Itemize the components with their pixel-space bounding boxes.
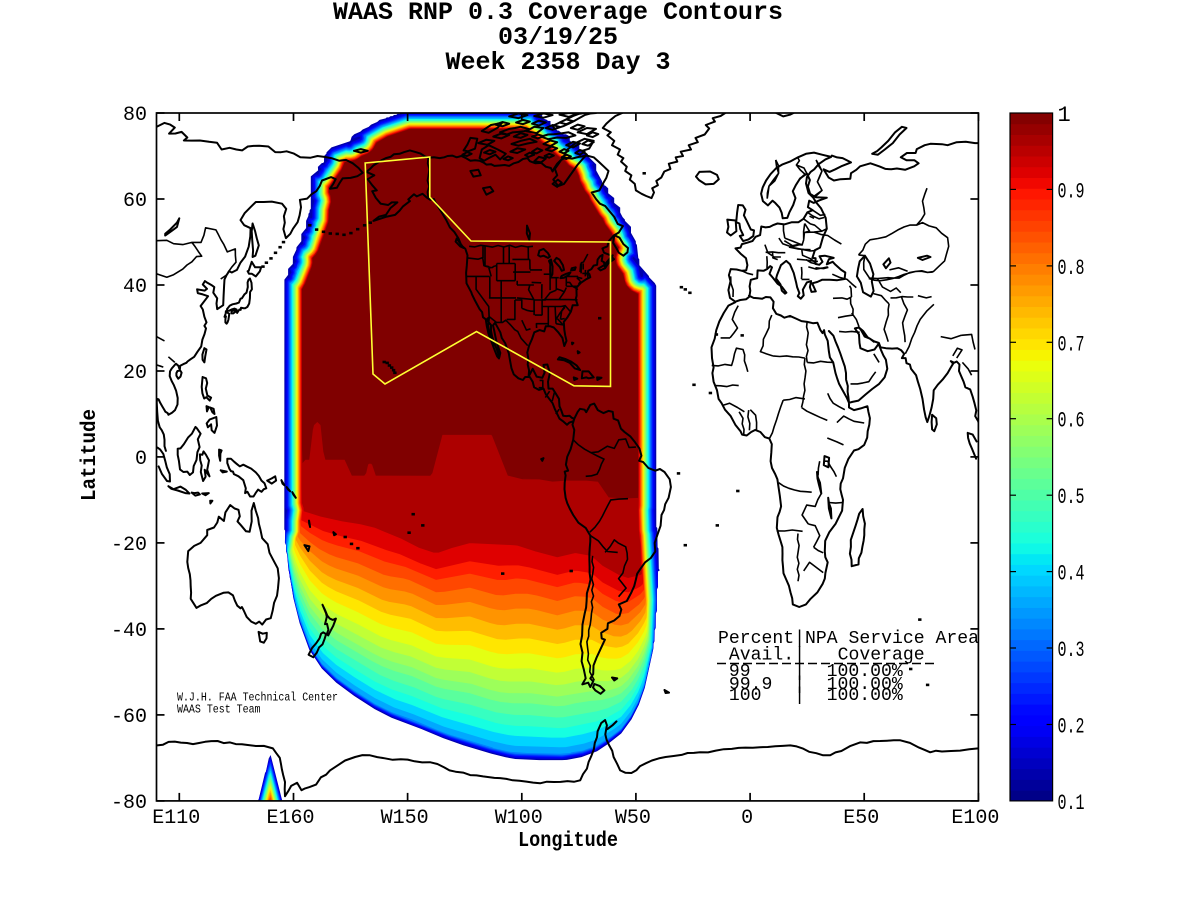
svg-text:0: 0 bbox=[741, 807, 753, 830]
svg-text:-60: -60 bbox=[111, 706, 147, 729]
svg-text:0.6: 0.6 bbox=[1058, 409, 1085, 434]
svg-text:100.00%: 100.00% bbox=[827, 675, 903, 695]
svg-text:|: | bbox=[794, 686, 805, 706]
svg-text:Coverage: Coverage bbox=[838, 646, 925, 666]
svg-text:20: 20 bbox=[123, 362, 147, 385]
svg-text:E50: E50 bbox=[843, 807, 879, 830]
svg-text:0.7: 0.7 bbox=[1058, 332, 1085, 357]
svg-text:100: 100 bbox=[729, 686, 762, 706]
svg-text:E100: E100 bbox=[951, 807, 999, 830]
svg-text:0.9: 0.9 bbox=[1058, 179, 1085, 204]
svg-text:WAAS RNP 0.3 Coverage Contours: WAAS RNP 0.3 Coverage Contours bbox=[333, 0, 783, 27]
svg-text:E110: E110 bbox=[152, 807, 200, 830]
svg-text:0.2: 0.2 bbox=[1058, 715, 1085, 740]
svg-text:WAAS Test Team: WAAS Test Team bbox=[177, 703, 261, 717]
svg-text:-80: -80 bbox=[111, 792, 147, 815]
svg-text:99.9: 99.9 bbox=[729, 675, 773, 695]
svg-text:E160: E160 bbox=[266, 807, 314, 830]
svg-text:40: 40 bbox=[123, 276, 147, 299]
svg-text:Latitude: Latitude bbox=[79, 409, 102, 501]
svg-text:Longitude: Longitude bbox=[518, 830, 618, 853]
svg-text:0.4: 0.4 bbox=[1058, 562, 1085, 587]
svg-text:-40: -40 bbox=[111, 620, 147, 643]
svg-text:100.00%: 100.00% bbox=[827, 662, 903, 682]
svg-text:W.J.H. FAA Technical Center: W.J.H. FAA Technical Center bbox=[177, 691, 338, 705]
svg-text:99: 99 bbox=[729, 662, 751, 682]
svg-text:|: | bbox=[794, 675, 805, 695]
svg-text:1: 1 bbox=[1058, 103, 1071, 128]
svg-text:60: 60 bbox=[123, 190, 147, 213]
svg-text:80: 80 bbox=[123, 104, 147, 127]
svg-text:|: | bbox=[794, 662, 805, 682]
svg-text:Percent|NPA Service Area: Percent|NPA Service Area bbox=[718, 629, 979, 649]
svg-text:W50: W50 bbox=[615, 807, 651, 830]
svg-text:0: 0 bbox=[135, 448, 147, 471]
svg-text:100.00%: 100.00% bbox=[827, 686, 903, 706]
svg-text:0.3: 0.3 bbox=[1058, 638, 1085, 663]
svg-text:0.8: 0.8 bbox=[1058, 256, 1085, 281]
svg-text:-20: -20 bbox=[111, 534, 147, 557]
svg-text:0.5: 0.5 bbox=[1058, 485, 1085, 510]
svg-text:W150: W150 bbox=[381, 807, 429, 830]
svg-text:03/19/25: 03/19/25 bbox=[498, 23, 618, 52]
svg-text:Avail.|: Avail.| bbox=[729, 646, 805, 666]
svg-text:Week 2358 Day 3: Week 2358 Day 3 bbox=[445, 48, 670, 77]
svg-text:W100: W100 bbox=[495, 807, 543, 830]
svg-text:0.1: 0.1 bbox=[1058, 791, 1085, 816]
